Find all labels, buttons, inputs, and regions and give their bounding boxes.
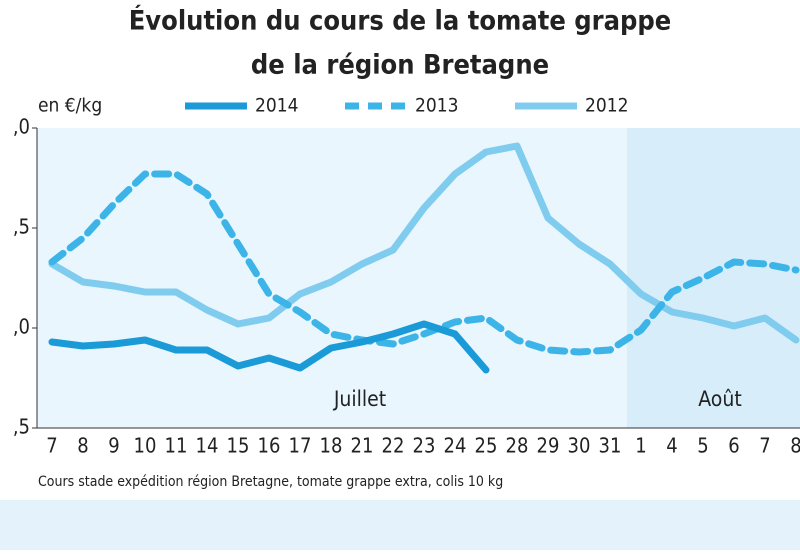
x-tick-label: 28 bbox=[506, 434, 529, 458]
x-tick-label: 15 bbox=[227, 434, 250, 458]
chart-title: Évolution du cours de la tomate grappe bbox=[129, 5, 672, 37]
x-tick-label: 17 bbox=[289, 434, 312, 458]
y-tick-label: ,0 bbox=[13, 115, 30, 139]
x-tick-label: 5 bbox=[697, 434, 708, 458]
legend-label: 2014 bbox=[255, 95, 299, 117]
chart-subtitle: de la région Bretagne bbox=[251, 50, 549, 81]
source: Cours stade expédition région Bretagne, … bbox=[38, 474, 503, 490]
x-tick-label: 7 bbox=[759, 434, 770, 458]
y-tick-label: ,0 bbox=[13, 315, 30, 339]
y-tick-label: ,5 bbox=[13, 415, 30, 439]
x-tick-label: 31 bbox=[599, 434, 622, 458]
x-tick-label: 16 bbox=[258, 434, 281, 458]
y-axis-label: en €/kg bbox=[38, 95, 102, 117]
x-tick-label: 18 bbox=[320, 434, 343, 458]
x-tick-label: 30 bbox=[568, 434, 591, 458]
x-tick-label: 6 bbox=[728, 434, 739, 458]
x-tick-label: 1 bbox=[635, 434, 646, 458]
x-tick-label: 29 bbox=[537, 434, 560, 458]
legend-label: 2013 bbox=[415, 95, 459, 117]
x-tick-label: 14 bbox=[196, 434, 219, 458]
x-tick-label: 8 bbox=[790, 434, 800, 458]
x-tick-label: 22 bbox=[382, 434, 405, 458]
month-label: Août bbox=[698, 387, 742, 411]
series-line bbox=[48, 170, 800, 356]
series-line bbox=[48, 320, 490, 374]
legend-label: 2012 bbox=[585, 95, 629, 117]
x-tick-label: 21 bbox=[351, 434, 374, 458]
x-tick-label: 25 bbox=[475, 434, 498, 458]
x-tick-label: 4 bbox=[666, 434, 677, 458]
month-label: Juillet bbox=[333, 387, 386, 411]
footer-band bbox=[0, 500, 800, 550]
x-tick-label: 8 bbox=[77, 434, 88, 458]
month-shade bbox=[627, 128, 800, 428]
y-tick-label: ,5 bbox=[13, 215, 30, 239]
x-tick-label: 24 bbox=[444, 434, 467, 458]
x-tick-label: 7 bbox=[46, 434, 57, 458]
x-tick-label: 10 bbox=[134, 434, 157, 458]
series-line bbox=[48, 142, 800, 344]
x-tick-label: 11 bbox=[165, 434, 188, 458]
x-tick-label: 9 bbox=[108, 434, 119, 458]
x-tick-label: 23 bbox=[413, 434, 436, 458]
